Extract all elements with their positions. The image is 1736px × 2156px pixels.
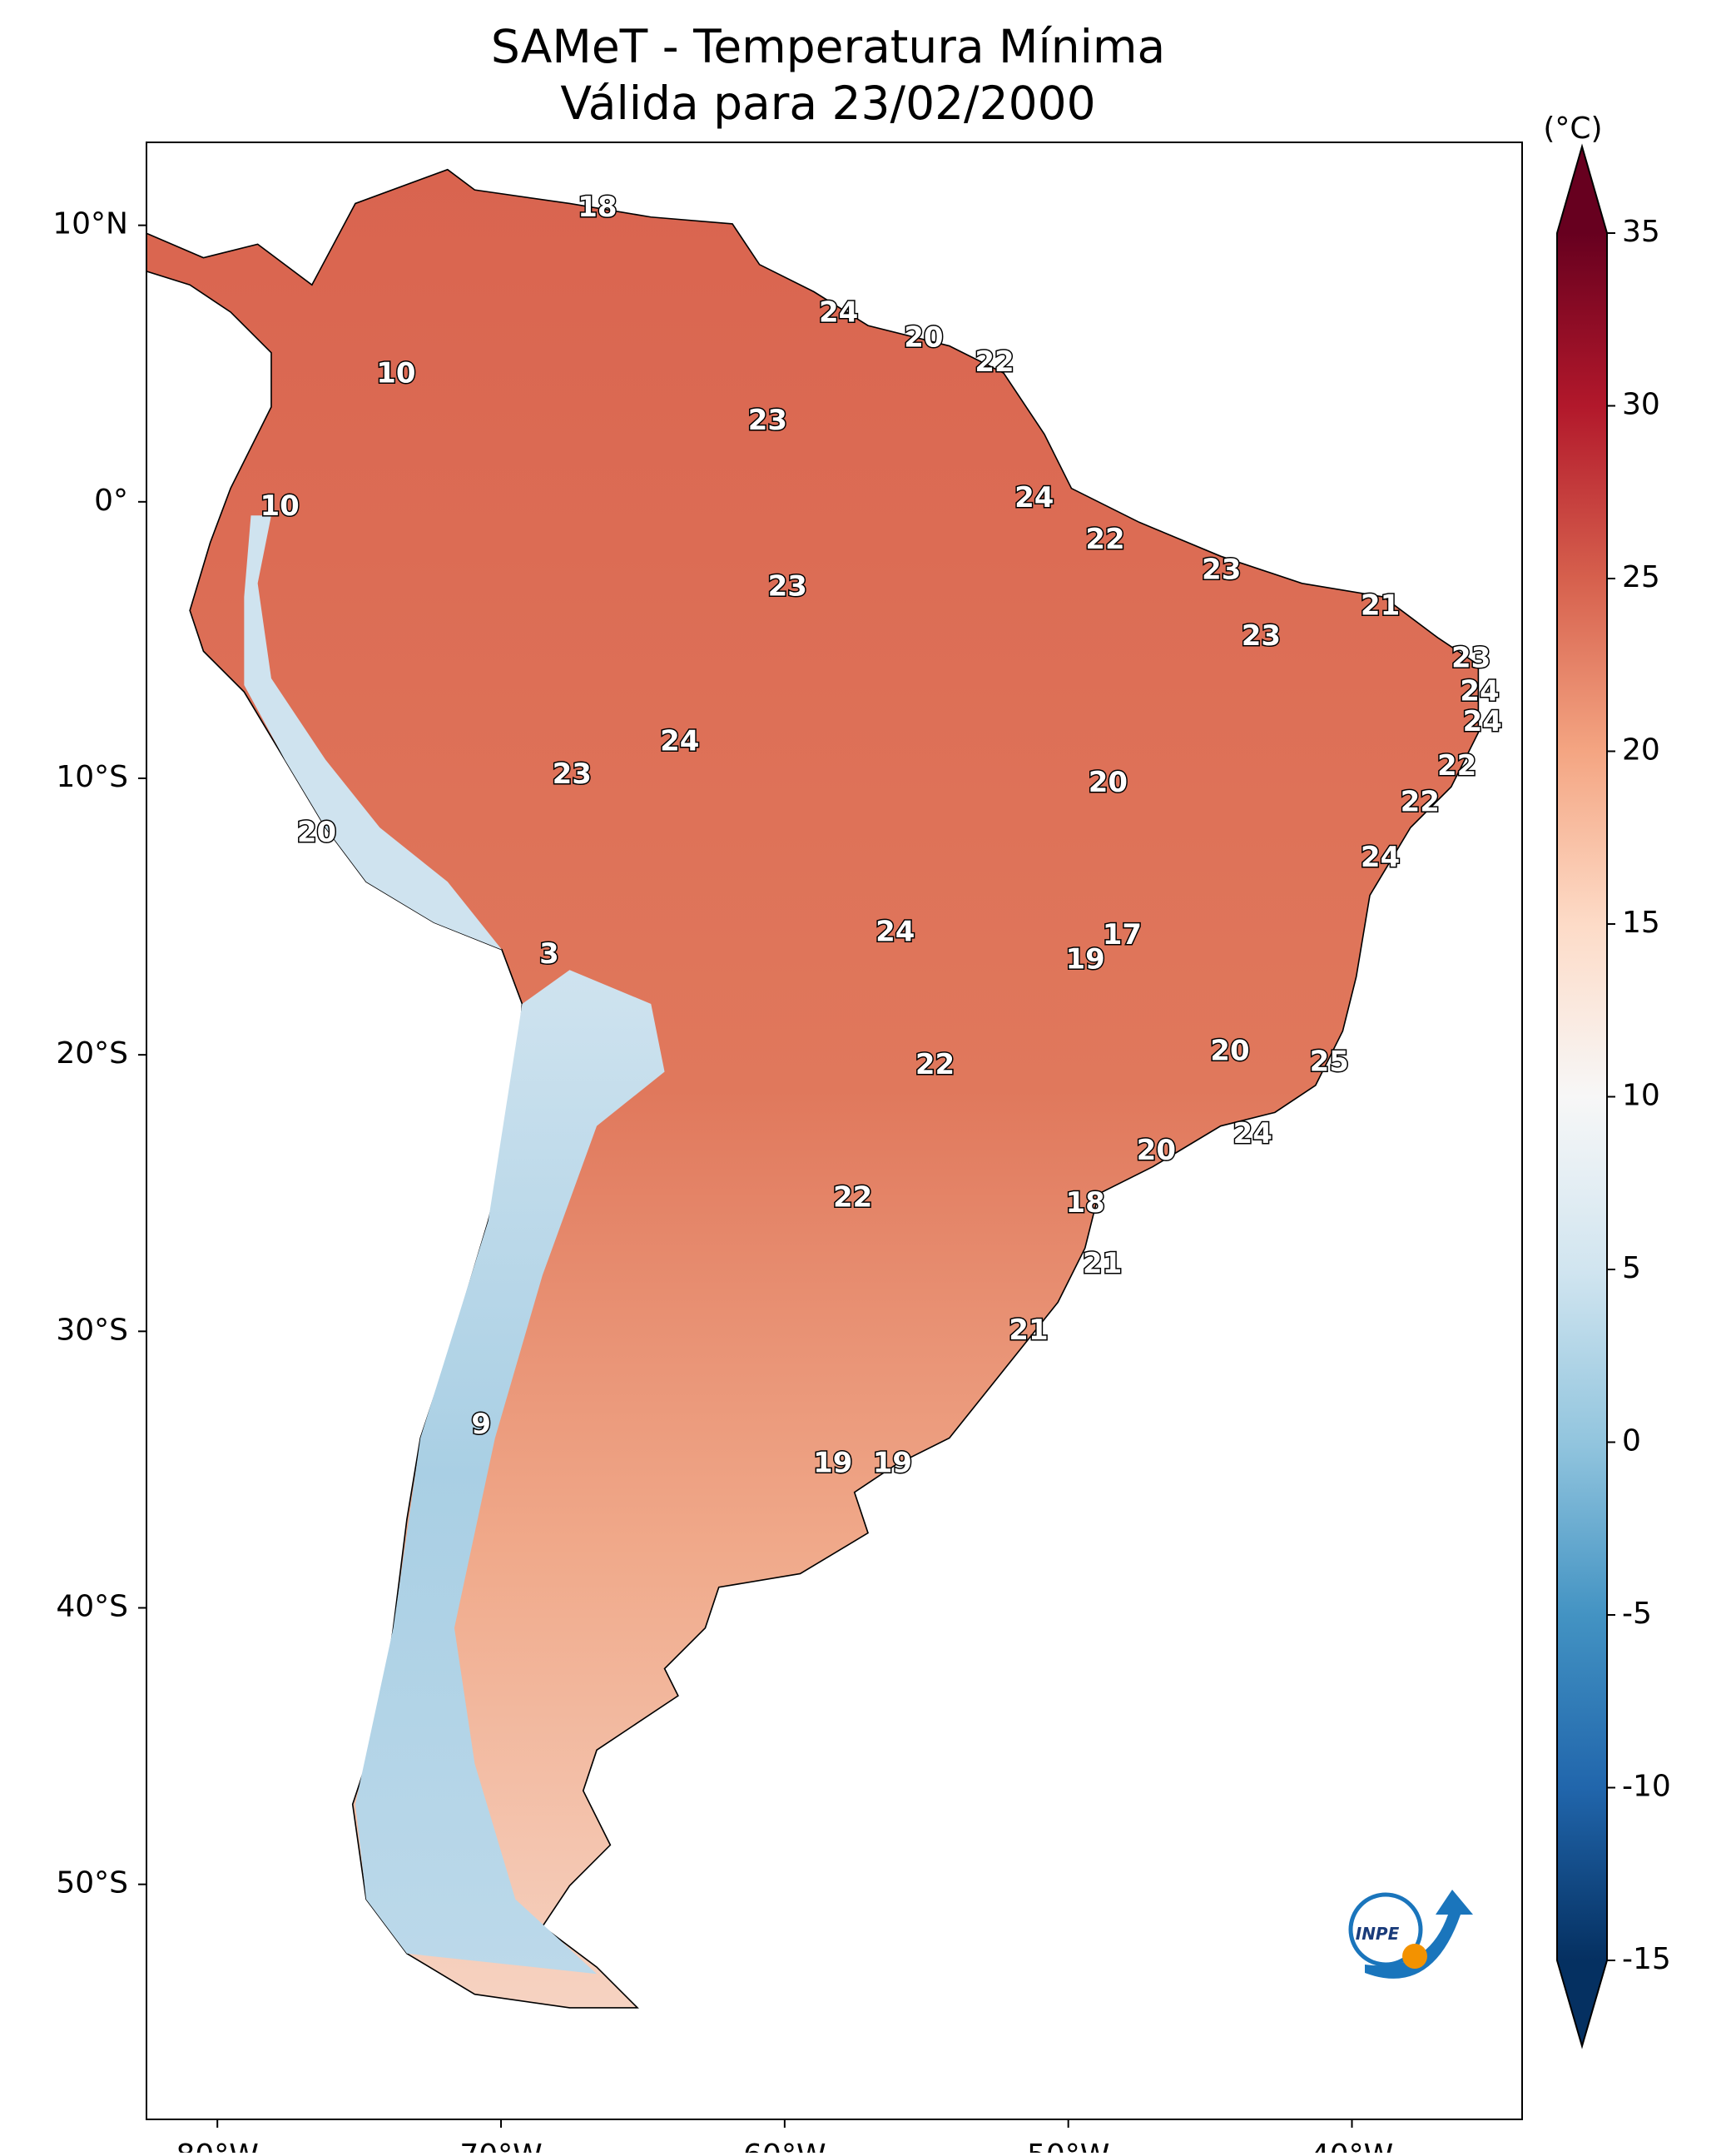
logo-arrow — [1365, 1890, 1473, 1979]
station-label: 19 — [873, 1446, 912, 1479]
y-tick-label: 0° — [94, 484, 128, 518]
station-label: 23 — [1451, 642, 1490, 675]
colorbar-tick-label: -5 — [1622, 1597, 1652, 1631]
station-label: 9 — [471, 1408, 491, 1441]
continent — [146, 168, 1480, 2009]
station-label: 23 — [748, 404, 787, 437]
station-label: 24 — [1361, 841, 1400, 874]
station-label: 21 — [1361, 589, 1400, 623]
station-label: 10 — [260, 489, 300, 523]
station-label: 23 — [1202, 553, 1241, 586]
colorbar-tick-label: 25 — [1622, 560, 1660, 594]
x-tick-label: 60°W — [743, 2139, 826, 2153]
station-label: 23 — [553, 758, 592, 791]
station-label: 24 — [1460, 675, 1499, 708]
station-label: 24 — [1233, 1117, 1272, 1150]
station-label: 22 — [1401, 785, 1440, 818]
station-label: 21 — [1083, 1247, 1122, 1280]
station-label: 20 — [1089, 766, 1128, 799]
station-label: 10 — [376, 357, 415, 390]
colorbar-tick-label: 20 — [1622, 733, 1660, 768]
station-label: 20 — [904, 320, 943, 354]
colorbar-tick-label: 0 — [1622, 1424, 1641, 1458]
station-label: 22 — [915, 1048, 955, 1081]
x-tick-label: 50°W — [1027, 2139, 1109, 2153]
colorbar-tick-label: -10 — [1622, 1770, 1671, 1804]
andes-north — [244, 515, 502, 950]
colorbar-tick-label: 5 — [1622, 1251, 1641, 1285]
station-label: 19 — [813, 1446, 852, 1479]
colorbar-tick-label: 30 — [1622, 388, 1660, 422]
x-tick-label: 40°W — [1311, 2139, 1393, 2153]
station-label: 18 — [1065, 1186, 1104, 1220]
station-label: 23 — [768, 569, 807, 603]
station-label: 22 — [1085, 523, 1124, 556]
y-tick-label: 20°S — [56, 1036, 128, 1071]
logo-text: INPE — [1356, 1924, 1400, 1944]
colorbar-label: (°C) — [1543, 112, 1602, 146]
station-label: 20 — [1137, 1134, 1176, 1167]
map-frame — [146, 142, 1523, 2120]
y-tick-label: 40°S — [56, 1589, 128, 1623]
station-label: 22 — [1437, 749, 1476, 782]
y-tick-label: 10°S — [56, 760, 128, 794]
chart-title: SAMeT - Temperatura Mínima — [491, 20, 1165, 73]
x-tick-label: 70°W — [459, 2139, 542, 2153]
station-label: 20 — [297, 816, 336, 849]
station-label: 20 — [1210, 1034, 1249, 1067]
logo: INPE — [1348, 1890, 1473, 1979]
land — [146, 168, 1480, 2009]
x-tick-label: 80°W — [176, 2139, 259, 2153]
colorbar-tick-label: 10 — [1622, 1079, 1660, 1113]
station-label: 24 — [1014, 481, 1054, 514]
colorbar-tick-label: 15 — [1622, 906, 1660, 940]
station-label: 17 — [1103, 918, 1142, 951]
station-label: 25 — [1310, 1046, 1349, 1079]
colorbar-tick-label: 35 — [1622, 215, 1660, 249]
y-tick-label: 10°N — [52, 207, 128, 241]
logo-dot — [1402, 1944, 1427, 1969]
andes — [355, 970, 665, 1975]
chart-subtitle: Válida para 23/02/2000 — [560, 77, 1095, 130]
colorbar-tick-label: -15 — [1622, 1942, 1671, 1976]
logo-ring — [1348, 1892, 1423, 1967]
station-label: 21 — [1009, 1314, 1048, 1347]
colorbar — [1557, 233, 1607, 1960]
station-label: 24 — [660, 724, 699, 758]
y-tick-label: 30°S — [56, 1313, 128, 1347]
colorbar-extend-top — [1557, 147, 1607, 233]
station-label: 24 — [819, 296, 858, 329]
station-label: 24 — [1463, 705, 1502, 738]
station-label: 18 — [578, 191, 617, 224]
station-label: 22 — [833, 1180, 872, 1214]
station-label: 24 — [875, 916, 915, 949]
station-label: 19 — [1065, 943, 1104, 976]
colorbar-extend-bottom — [1557, 1960, 1607, 2046]
station-label: 3 — [539, 937, 559, 971]
station-label: 23 — [1242, 619, 1281, 653]
y-tick-label: 50°S — [56, 1866, 128, 1900]
station-label: 22 — [975, 345, 1014, 379]
